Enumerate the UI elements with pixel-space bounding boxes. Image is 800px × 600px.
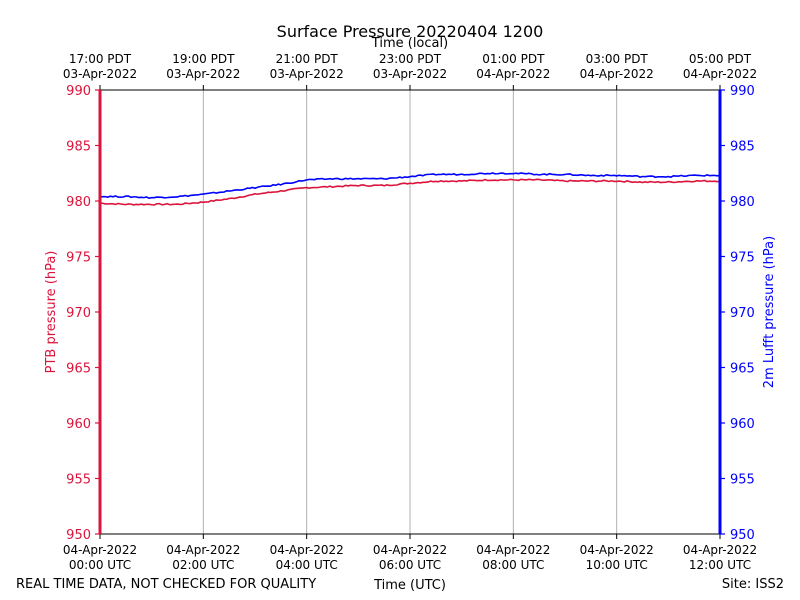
y-tick-label-left: 970 xyxy=(66,306,91,321)
y-tick-label-left: 985 xyxy=(66,140,91,155)
x-tick-label-bottom-date: 04-Apr-2022 xyxy=(476,543,550,557)
x-tick-label-bottom-date: 04-Apr-2022 xyxy=(270,543,344,557)
y-tick-label-left: 950 xyxy=(66,528,91,543)
chart-title: Surface Pressure 20220404 1200 xyxy=(277,22,544,41)
top-axis-label: Time (local) xyxy=(371,36,448,51)
y-tick-label-left: 990 xyxy=(66,84,91,99)
x-tick-label-top-time: 05:00 PDT xyxy=(689,52,752,66)
x-tick-label-bottom-date: 04-Apr-2022 xyxy=(373,543,447,557)
left-axis-label: PTB pressure (hPa) xyxy=(44,251,59,374)
y-tick-label-left: 955 xyxy=(66,473,91,488)
y-tick-label-right: 960 xyxy=(730,417,755,432)
quality-note: REAL TIME DATA, NOT CHECKED FOR QUALITY xyxy=(16,577,316,592)
x-tick-label-top-time: 03:00 PDT xyxy=(586,52,649,66)
y-tick-label-right: 990 xyxy=(730,84,755,99)
y-tick-label-right: 975 xyxy=(730,251,755,266)
series-layer xyxy=(99,172,721,206)
series-line-lufft xyxy=(99,172,721,200)
x-tick-label-bottom-time: 02:00 UTC xyxy=(172,558,234,572)
y-tick-label-left: 980 xyxy=(66,195,91,210)
y-tick-label-left: 965 xyxy=(66,362,91,377)
axes xyxy=(95,85,725,539)
y-tick-label-left: 960 xyxy=(66,417,91,432)
x-tick-label-top-date: 03-Apr-2022 xyxy=(63,67,137,81)
x-tick-label-top-date: 03-Apr-2022 xyxy=(373,67,447,81)
x-tick-label-bottom-time: 10:00 UTC xyxy=(586,558,648,572)
y-tick-label-right: 970 xyxy=(730,306,755,321)
x-tick-label-top-date: 04-Apr-2022 xyxy=(683,67,757,81)
x-tick-label-bottom-date: 04-Apr-2022 xyxy=(580,543,654,557)
x-tick-label-bottom-date: 04-Apr-2022 xyxy=(166,543,240,557)
x-tick-label-bottom-time: 06:00 UTC xyxy=(379,558,441,572)
x-tick-label-bottom-time: 04:00 UTC xyxy=(276,558,338,572)
y-tick-label-right: 955 xyxy=(730,473,755,488)
x-tick-label-bottom-date: 04-Apr-2022 xyxy=(63,543,137,557)
x-tick-label-top-time: 23:00 PDT xyxy=(379,52,442,66)
x-tick-label-top-time: 01:00 PDT xyxy=(482,52,545,66)
x-tick-label-bottom-time: 12:00 UTC xyxy=(689,558,751,572)
y-tick-label-right: 950 xyxy=(730,528,755,543)
right-axis-label: 2m Lufft pressure (hPa) xyxy=(762,236,777,388)
x-tick-label-top-time: 17:00 PDT xyxy=(69,52,132,66)
x-tick-label-top-time: 19:00 PDT xyxy=(172,52,235,66)
x-tick-label-bottom-time: 08:00 UTC xyxy=(482,558,544,572)
y-tick-label-right: 965 xyxy=(730,362,755,377)
x-tick-label-top-date: 03-Apr-2022 xyxy=(166,67,240,81)
x-tick-label-bottom-time: 00:00 UTC xyxy=(69,558,131,572)
site-label: Site: ISS2 xyxy=(722,577,784,592)
x-axis-label: Time (UTC) xyxy=(373,578,446,593)
x-tick-label-top-date: 04-Apr-2022 xyxy=(476,67,550,81)
x-tick-label-top-date: 03-Apr-2022 xyxy=(270,67,344,81)
series-line-ptb xyxy=(99,178,721,206)
x-tick-label-top-date: 04-Apr-2022 xyxy=(580,67,654,81)
grid-lines xyxy=(202,90,618,534)
y-tick-label-left: 975 xyxy=(66,251,91,266)
x-tick-label-bottom-date: 04-Apr-2022 xyxy=(683,543,757,557)
y-tick-label-right: 985 xyxy=(730,140,755,155)
x-tick-label-top-time: 21:00 PDT xyxy=(276,52,339,66)
y-tick-label-right: 980 xyxy=(730,195,755,210)
